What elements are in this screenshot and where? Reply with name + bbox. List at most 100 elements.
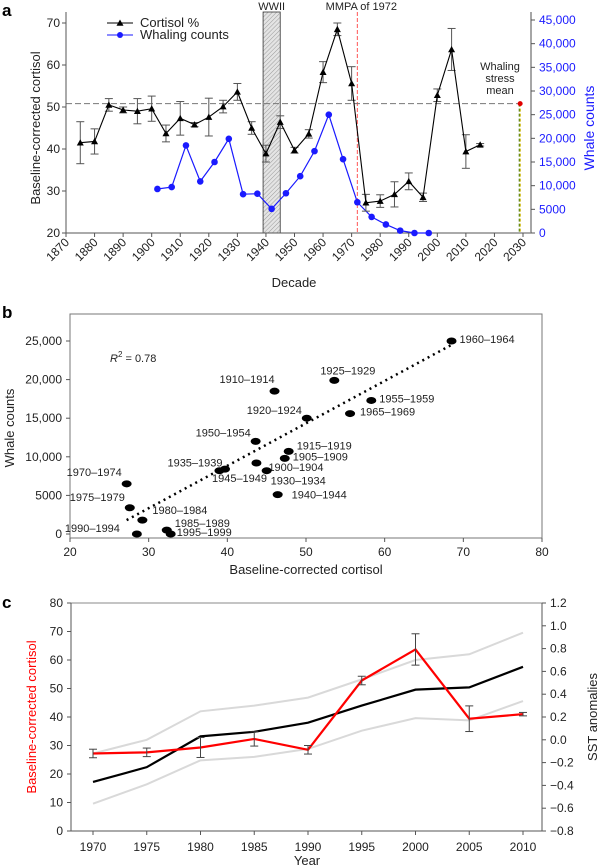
y-tick-label: 70 [50, 625, 64, 639]
scatter-point [269, 387, 280, 395]
scatter-point [366, 396, 377, 404]
y-tick-label: 60 [47, 58, 61, 72]
y2-tick-label: 0.6 [550, 664, 567, 678]
y2-axis-label: Whale counts [581, 86, 597, 171]
cortisol-point [105, 101, 113, 108]
cortisol-point [191, 121, 199, 128]
cortisol-point [148, 105, 156, 112]
point-label: 1980–1984 [152, 505, 207, 517]
y2-tick-label: 40,000 [539, 37, 576, 51]
r-squared-label: R2 = 0.78 [110, 350, 156, 365]
y-axis-label: Whale counts [2, 388, 17, 467]
scatter-point [279, 454, 290, 462]
y-tick-label: 5000 [35, 488, 62, 502]
whaling-line [157, 112, 429, 234]
y-tick-label: 20 [47, 226, 61, 240]
whaling-point [154, 185, 161, 193]
x-tick-label: 50 [299, 545, 313, 559]
whaling-point [268, 205, 275, 213]
y2-tick-label: −0.8 [550, 824, 574, 838]
x-tick-label: 1970 [329, 235, 358, 264]
cortisol-point [462, 148, 470, 155]
x-axis-label: Year [294, 853, 321, 868]
scatter-point [345, 410, 356, 418]
legend-cortisol-marker [116, 19, 124, 26]
point-label: 1905–1909 [293, 451, 348, 463]
x-tick-label: 1975 [133, 840, 160, 854]
point-label: 1930–1934 [271, 476, 326, 488]
cortisol-point [91, 137, 99, 145]
whaling-point [168, 183, 175, 191]
y2-tick-label: 35,000 [539, 60, 576, 74]
legend-whaling-label: Whaling counts [140, 27, 229, 42]
point-label: 1940–1944 [292, 490, 347, 502]
sst-upper-line [92, 631, 524, 755]
y-tick-label: 80 [50, 596, 64, 610]
x-tick-label: 1980 [358, 235, 387, 264]
whaling-point [382, 221, 390, 228]
wwii-label: WWII [258, 1, 285, 13]
y2-tick-label: 0.2 [550, 710, 567, 724]
scatter-point [261, 467, 272, 475]
cortisol-point [448, 45, 456, 53]
cortisol-point [233, 88, 241, 95]
scatter-point [272, 491, 283, 499]
scatter-point [329, 376, 340, 384]
cortisol-point [319, 68, 327, 75]
scatter-point [446, 337, 457, 345]
scatter-point [250, 437, 261, 445]
y2-tick-label: 5000 [539, 202, 566, 216]
point-label: 1915–1919 [297, 440, 352, 452]
x-tick-label: 2010 [510, 840, 537, 854]
x-tick-label: 20 [63, 545, 77, 559]
x-tick-label: 2000 [402, 840, 429, 854]
cortisol-point [162, 129, 170, 137]
point-label: 1945–1949 [212, 473, 267, 485]
cortisol-point [433, 91, 441, 99]
cortisol-point [276, 118, 284, 125]
whaling-point [368, 213, 375, 221]
y2-axis-label: SST anomalies [585, 673, 600, 761]
y-tick-label: 15,000 [25, 411, 62, 425]
point-label: 1975–1979 [70, 492, 125, 504]
y2-tick-label: 0.0 [550, 733, 567, 747]
x-tick-label: 1980 [187, 840, 214, 854]
cortisol-point [248, 124, 256, 131]
cortisol-point [419, 193, 427, 201]
y-tick-label: 25,000 [25, 334, 62, 348]
y-tick-label: 30 [47, 184, 61, 198]
x-tick-label: 1990 [386, 235, 415, 264]
y2-tick-label: −0.4 [550, 778, 574, 792]
point-label: 1950–1954 [196, 427, 251, 439]
whaling-point [354, 198, 361, 206]
x-tick-label: 1995 [348, 840, 375, 854]
x-tick-label: 60 [378, 545, 392, 559]
whaling-point [425, 229, 433, 237]
y2-tick-label: 45,000 [539, 13, 576, 27]
stress-mean-marker [517, 101, 523, 107]
y2-tick-label: 10,000 [539, 179, 576, 193]
cortisol-point [219, 103, 227, 110]
scatter-point [124, 504, 135, 512]
panel-c: c 0 10 20 30 40 50 60 70 80 −0.8 −0.6 −0.4 −0.2 0.0 0.2… [2, 593, 600, 868]
x-tick-label: 30 [142, 545, 156, 559]
x-tick-label: 2020 [472, 235, 501, 264]
point-label: 1960–1964 [460, 334, 515, 346]
x-tick-label: 1900 [129, 235, 158, 264]
x-tick-label: 2005 [456, 840, 483, 854]
y-tick-label: 40 [50, 710, 64, 724]
x-axis-label: Decade [272, 275, 317, 290]
x-tick-label: 1880 [72, 235, 101, 264]
panel-letter-a: a [2, 1, 12, 20]
plot-frame [69, 313, 543, 539]
cortisol-line [92, 648, 524, 755]
cortisol-point [376, 197, 384, 204]
y-tick-label: 40 [47, 142, 61, 156]
point-label: 1970–1974 [67, 467, 122, 479]
y-tick-label: 10 [50, 796, 64, 810]
x-tick-label: 2000 [415, 235, 444, 264]
x-tick-label: 1950 [272, 235, 301, 264]
point-label: 1925–1929 [320, 365, 375, 377]
cortisol-point [405, 177, 413, 185]
